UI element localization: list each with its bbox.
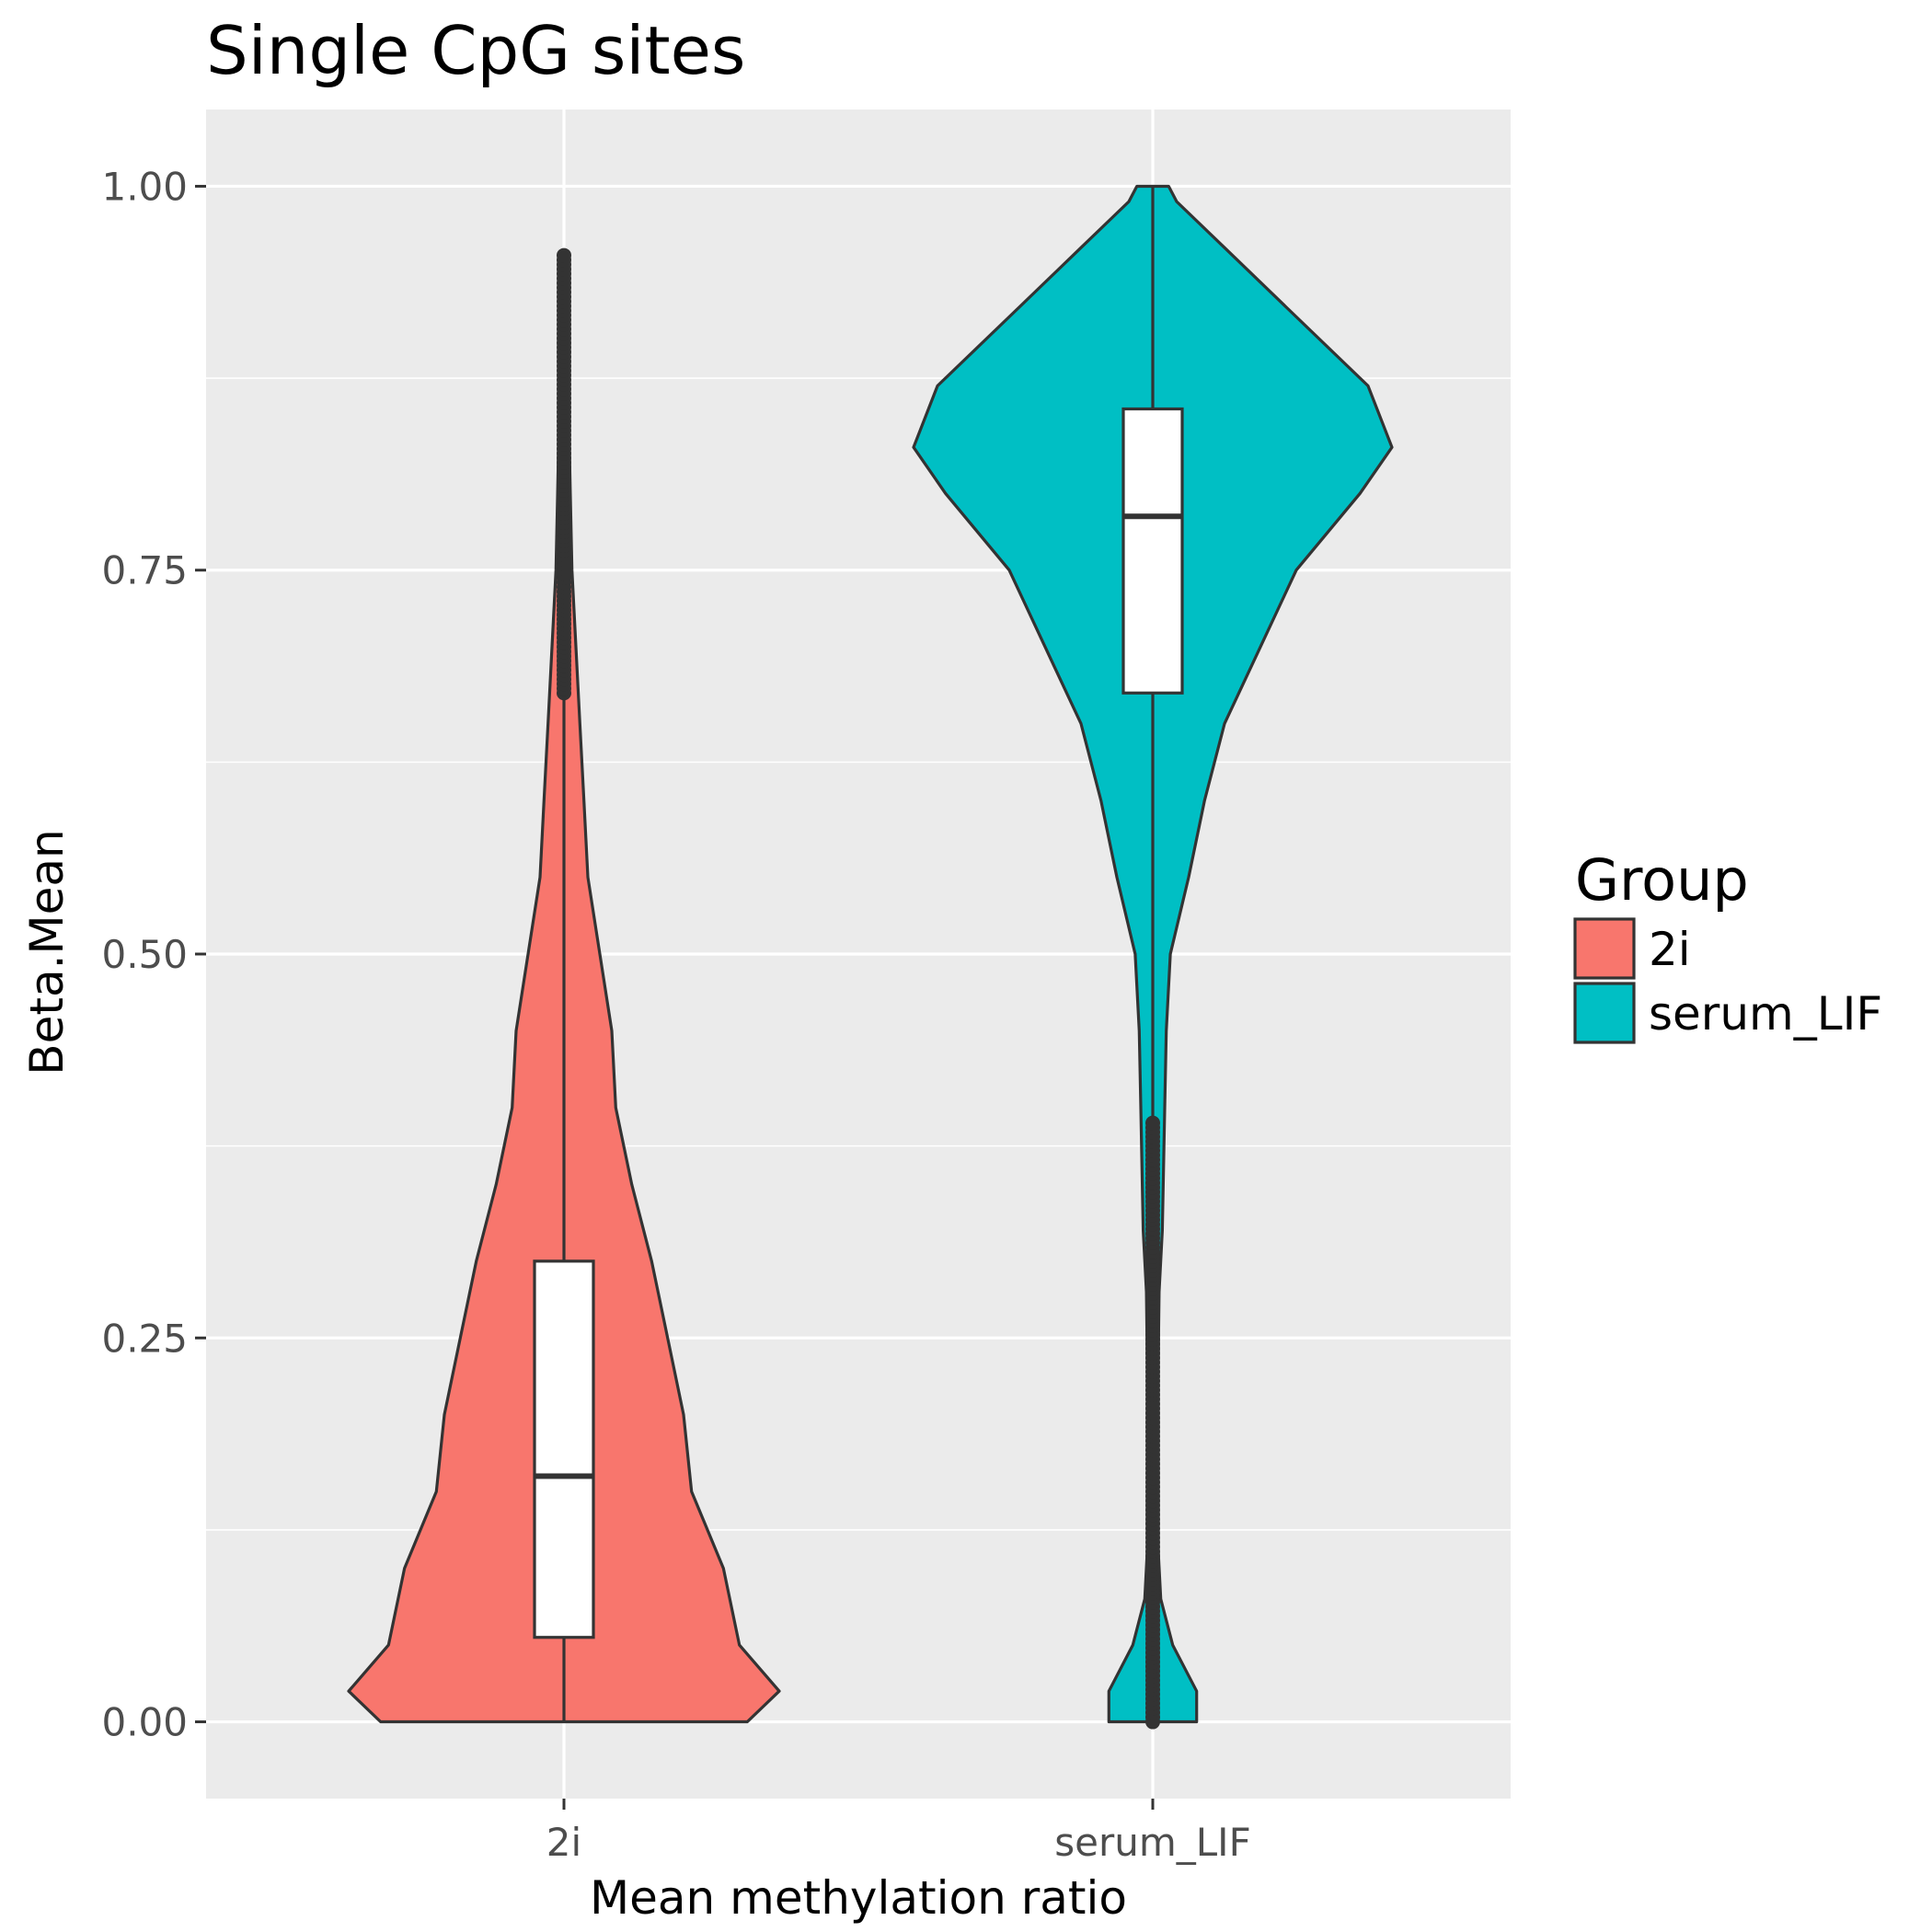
chart-title: Single CpG sites — [206, 12, 745, 89]
legend-key-2i — [1573, 917, 1636, 980]
y-tick-label: 1.00 — [101, 164, 188, 209]
legend-key-serum_LIF — [1573, 982, 1636, 1044]
x-tick-label: 2i — [546, 1820, 581, 1865]
legend-title: Group — [1575, 846, 1749, 914]
y-tick-label: 0.75 — [101, 548, 188, 593]
y-tick-label: 0.25 — [101, 1316, 188, 1361]
outlier-point — [1145, 1115, 1160, 1131]
x-axis-title: Mean methylation ratio — [590, 1871, 1127, 1925]
y-axis-title: Beta.Mean — [20, 829, 74, 1075]
legend-label: serum_LIF — [1649, 987, 1882, 1041]
y-tick-label: 0.00 — [101, 1700, 188, 1745]
box-2i — [533, 1259, 595, 1639]
y-tick-label: 0.50 — [101, 932, 188, 977]
legend-label: 2i — [1649, 923, 1691, 976]
legend: Group 2i serum_LIF — [1573, 846, 1882, 1044]
axes: 0.00 0.25 0.50 0.75 1.00 2i serum_LIF — [101, 164, 1250, 1865]
box-serum_LIF — [1121, 407, 1184, 695]
boxplots — [533, 186, 1184, 1730]
x-tick-label: serum_LIF — [1054, 1820, 1250, 1865]
outlier-point — [557, 247, 571, 263]
